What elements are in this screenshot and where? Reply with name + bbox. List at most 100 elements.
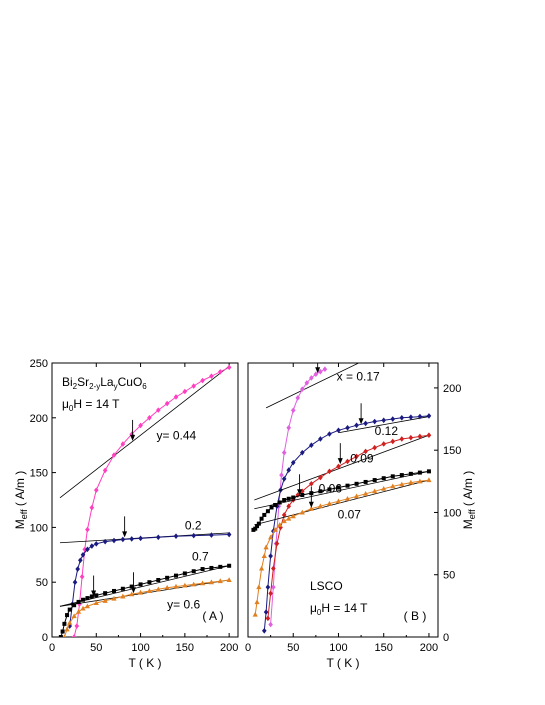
data-point bbox=[111, 537, 117, 544]
data-point bbox=[77, 601, 82, 607]
panel-title-line: μ0H = 14 T bbox=[62, 397, 120, 413]
data-point bbox=[408, 434, 414, 441]
data-point bbox=[71, 613, 77, 619]
fit-line bbox=[254, 470, 430, 510]
data-point bbox=[271, 565, 276, 572]
data-point bbox=[209, 532, 214, 538]
data-point bbox=[269, 505, 274, 510]
data-point bbox=[138, 422, 143, 429]
fit-line bbox=[338, 416, 430, 434]
onset-arrow bbox=[358, 403, 364, 425]
data-point bbox=[182, 571, 187, 576]
fit-line bbox=[254, 479, 430, 526]
data-point bbox=[102, 598, 108, 603]
data-point bbox=[85, 596, 90, 601]
data-point bbox=[408, 414, 414, 420]
y-tick-label: 200 bbox=[443, 383, 461, 395]
data-point bbox=[417, 433, 423, 440]
data-point bbox=[399, 436, 405, 442]
data-point bbox=[318, 436, 323, 442]
onset-arrow bbox=[130, 419, 136, 441]
data-point bbox=[76, 599, 81, 604]
onset-arrow bbox=[122, 516, 128, 538]
plot-area bbox=[58, 364, 232, 637]
onset-arrow bbox=[315, 363, 321, 374]
data-point bbox=[336, 463, 341, 470]
data-point bbox=[273, 502, 278, 507]
x-tick-label: 150 bbox=[375, 642, 393, 654]
data-point bbox=[354, 422, 359, 429]
fit-line bbox=[59, 565, 230, 607]
data-point bbox=[390, 438, 396, 445]
series-1 bbox=[59, 516, 232, 629]
series-2 bbox=[254, 432, 432, 622]
data-point bbox=[281, 449, 287, 456]
data-point bbox=[327, 487, 332, 492]
data-point bbox=[381, 485, 387, 491]
data-point bbox=[93, 600, 99, 606]
panel-tag: ( A ) bbox=[202, 609, 223, 623]
data-point bbox=[155, 586, 161, 592]
data-point bbox=[299, 386, 305, 392]
data-point bbox=[408, 479, 414, 485]
data-point bbox=[156, 578, 161, 583]
x-tick-label: 100 bbox=[329, 642, 347, 654]
data-point bbox=[165, 575, 170, 580]
data-point bbox=[318, 489, 323, 494]
data-point bbox=[191, 383, 197, 389]
data-point bbox=[137, 589, 144, 595]
data-point bbox=[84, 603, 91, 609]
data-point bbox=[381, 476, 386, 481]
data-point bbox=[75, 608, 82, 614]
data-point bbox=[89, 594, 94, 599]
series-label: y= 0.6 bbox=[167, 598, 200, 612]
arrow-head bbox=[337, 458, 343, 465]
series-label: x = 0.17 bbox=[337, 369, 380, 383]
data-point bbox=[390, 483, 396, 489]
data-point bbox=[335, 498, 342, 504]
data-point bbox=[147, 415, 152, 421]
data-point bbox=[200, 567, 205, 572]
data-point bbox=[85, 526, 90, 533]
data-point bbox=[372, 488, 378, 494]
data-point bbox=[182, 582, 188, 588]
data-point bbox=[79, 573, 85, 580]
data-point bbox=[258, 565, 265, 571]
data-point bbox=[217, 368, 223, 375]
data-point bbox=[174, 573, 178, 578]
data-point bbox=[390, 474, 395, 479]
data-point bbox=[399, 473, 404, 478]
fit-line bbox=[254, 434, 430, 501]
data-point bbox=[313, 371, 319, 378]
data-point bbox=[164, 400, 170, 407]
data-point bbox=[259, 516, 264, 521]
data-point bbox=[111, 452, 117, 458]
series-3 bbox=[251, 469, 431, 532]
data-point bbox=[308, 505, 314, 511]
data-point bbox=[290, 459, 296, 466]
plot-frame bbox=[247, 362, 439, 638]
data-point bbox=[318, 474, 323, 481]
data-point bbox=[299, 449, 305, 456]
data-point bbox=[138, 582, 143, 587]
data-point bbox=[299, 488, 305, 495]
data-point bbox=[286, 467, 292, 473]
data-point bbox=[80, 552, 86, 558]
data-point bbox=[268, 553, 273, 559]
x-tick-label: 200 bbox=[420, 642, 438, 654]
data-point bbox=[271, 584, 276, 590]
y-tick-label: 200 bbox=[30, 413, 48, 425]
data-point bbox=[120, 593, 126, 599]
data-point bbox=[227, 563, 232, 568]
data-point bbox=[89, 504, 95, 511]
series-label: 0.12 bbox=[375, 424, 399, 438]
data-point bbox=[62, 621, 67, 626]
data-point bbox=[94, 593, 99, 598]
data-point bbox=[263, 609, 269, 615]
series-label: 0.2 bbox=[185, 519, 202, 533]
series-line bbox=[254, 479, 430, 615]
data-point bbox=[399, 481, 405, 487]
data-point bbox=[226, 364, 232, 371]
plot-frame bbox=[51, 362, 239, 638]
data-point bbox=[81, 597, 85, 602]
